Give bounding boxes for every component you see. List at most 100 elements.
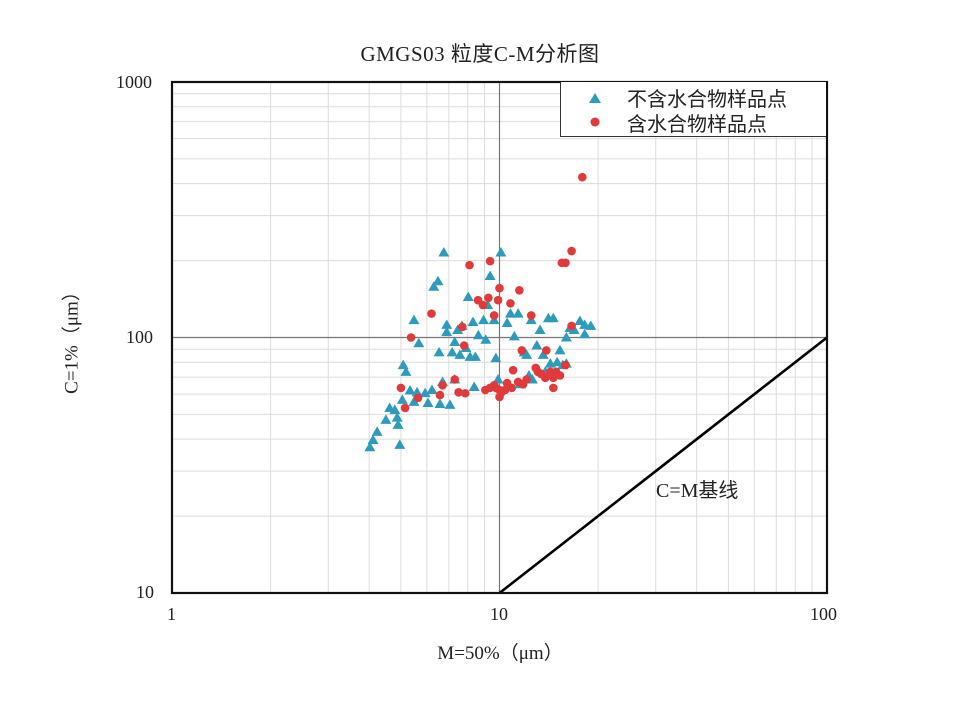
data-point-triangle — [397, 359, 409, 370]
legend-label-no-hydrate: 不含水合物样品点 — [627, 86, 787, 111]
data-point-triangle — [438, 247, 450, 257]
data-point-triangle — [478, 314, 490, 325]
data-point-circle — [567, 321, 576, 331]
triangle-marker-icon — [589, 93, 601, 103]
y-tick-10: 10 — [136, 582, 154, 602]
data-point-triangle — [380, 414, 392, 424]
data-point-triangle — [364, 441, 376, 452]
data-point-triangle — [585, 320, 597, 330]
data-point-triangle — [560, 332, 572, 342]
x-tick-10: 10 — [490, 604, 508, 624]
data-point-triangle — [413, 337, 425, 348]
data-point-triangle — [495, 247, 507, 257]
data-point-triangle — [468, 381, 480, 392]
data-point-triangle — [408, 314, 420, 325]
data-point-circle — [561, 360, 570, 370]
data-point-triangle — [446, 346, 458, 357]
data-point-triangle — [422, 397, 434, 408]
data-point-triangle — [521, 349, 533, 359]
data-point-circle — [578, 172, 587, 182]
data-point-triangle — [472, 329, 484, 340]
data-point-circle — [555, 371, 565, 380]
data-point-circle — [493, 295, 503, 305]
data-point-triangle — [504, 308, 516, 318]
data-point-triangle — [449, 336, 461, 347]
data-point-triangle — [426, 384, 438, 395]
data-point-triangle — [454, 349, 466, 359]
data-point-circle — [507, 383, 517, 393]
data-point-triangle — [396, 394, 408, 404]
legend-item-no-hydrate: 不含水合物样品点 — [561, 84, 827, 111]
data-point-circle — [495, 283, 504, 293]
data-point-circle — [478, 300, 488, 310]
data-point-triangle — [467, 316, 479, 326]
data-point-circle — [400, 403, 410, 413]
data-point-circle — [541, 373, 550, 383]
data-point-circle — [506, 299, 515, 308]
data-point-triangle — [408, 396, 420, 406]
data-point-triangle — [534, 324, 546, 334]
data-point-triangle — [537, 349, 549, 359]
data-point-triangle — [392, 419, 404, 429]
cm-baseline — [498, 336, 828, 595]
data-point-triangle — [579, 328, 591, 339]
legend: 不含水合物样品点 含水合物样品点 — [560, 82, 826, 137]
data-point-triangle — [432, 275, 444, 286]
y-tick-1000: 1000 — [116, 72, 152, 92]
circle-marker-icon — [590, 117, 600, 127]
data-point-circle — [438, 381, 447, 390]
data-point-triangle — [574, 315, 586, 326]
data-point-triangle — [411, 386, 423, 397]
data-point-circle — [460, 388, 470, 398]
chart-title: GMGS03 粒度C-M分析图 — [360, 42, 600, 66]
data-point-circle — [406, 333, 416, 342]
baseline-annotation: C=M基线 — [656, 480, 739, 502]
data-point-triangle — [428, 281, 440, 291]
data-point-circle — [484, 293, 493, 303]
x-axis-label: M=50%（μm） — [437, 643, 563, 664]
data-point-triangle — [444, 399, 456, 409]
data-point-triangle — [433, 346, 445, 357]
legend-item-hydrate: 含水合物样品点 — [561, 109, 827, 136]
data-point-triangle — [490, 352, 502, 363]
data-point-triangle — [547, 312, 559, 323]
data-point-triangle — [554, 344, 566, 355]
data-point-circle — [567, 246, 576, 256]
data-point-triangle — [484, 270, 496, 281]
data-point-circle — [396, 383, 406, 393]
data-point-triangle — [419, 387, 431, 398]
data-point-triangle — [469, 351, 481, 361]
data-point-triangle — [371, 426, 383, 436]
plot-frame — [170, 80, 829, 595]
data-point-triangle — [512, 308, 524, 318]
data-point-circle — [485, 256, 495, 266]
data-point-triangle — [501, 317, 513, 327]
data-point-circle — [542, 346, 551, 355]
data-point-triangle — [441, 326, 453, 337]
data-point-circle — [500, 385, 510, 395]
data-point-triangle — [394, 439, 406, 449]
data-point-triangle — [389, 404, 401, 415]
data-point-circle — [522, 375, 531, 384]
series-no-hydrate — [364, 247, 597, 452]
data-point-triangle — [462, 291, 474, 302]
data-point-triangle — [508, 330, 520, 341]
data-point-circle — [465, 260, 474, 270]
major-gridlines — [172, 82, 827, 593]
data-point-triangle — [434, 398, 446, 409]
data-point-circle — [454, 388, 463, 397]
data-point-triangle — [531, 340, 543, 350]
data-point-circle — [526, 311, 536, 320]
data-point-triangle — [400, 366, 412, 376]
data-point-triangle — [391, 412, 403, 422]
x-tick-1: 1 — [167, 604, 176, 624]
x-tick-100: 100 — [810, 604, 837, 624]
data-point-circle — [561, 258, 570, 268]
data-point-triangle — [492, 373, 504, 384]
data-point-circle — [427, 309, 436, 318]
data-point-triangle — [551, 356, 563, 367]
data-point-triangle — [404, 385, 416, 395]
data-point-circle — [517, 346, 527, 355]
data-point-circle — [435, 390, 445, 400]
data-point-circle — [413, 393, 423, 403]
